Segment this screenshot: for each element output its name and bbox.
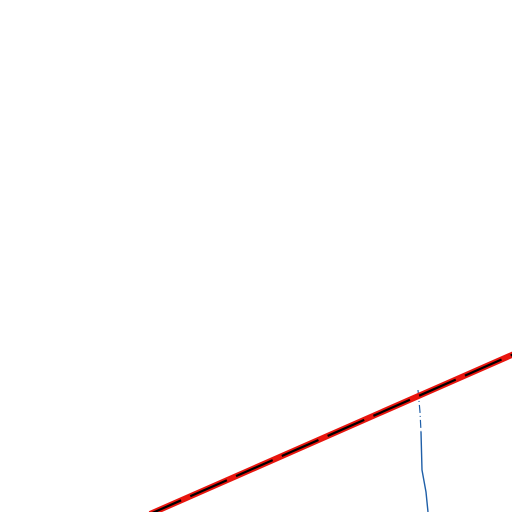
road-dash (151, 353, 512, 512)
stream (420, 431, 429, 512)
